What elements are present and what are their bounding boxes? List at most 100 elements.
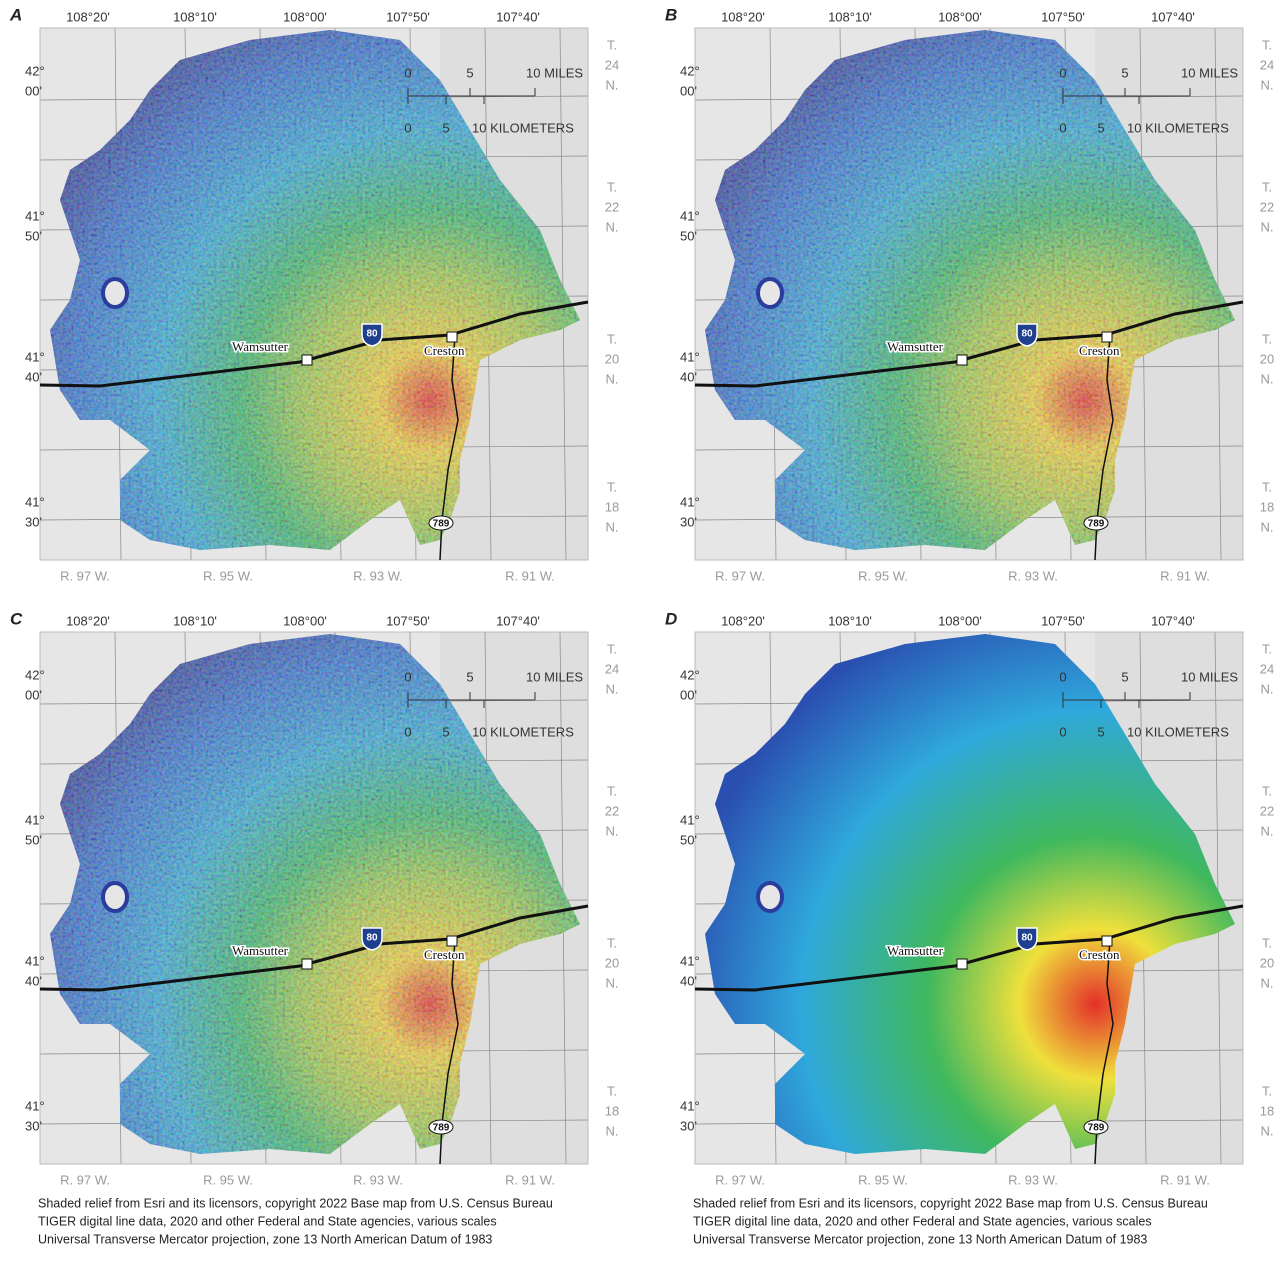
township-label: N. xyxy=(606,219,619,234)
latitude-label: 40' xyxy=(680,369,697,384)
scale-label: 10 MILES xyxy=(526,669,583,684)
town-label: Wamsutter xyxy=(232,943,289,958)
range-label: R. 93 W. xyxy=(353,568,403,583)
range-label: R. 91 W. xyxy=(1160,1172,1210,1187)
township-label: 24 xyxy=(1260,661,1274,676)
township-label: 18 xyxy=(605,1103,619,1118)
town-marker xyxy=(302,355,312,365)
township-label: T. xyxy=(607,935,617,950)
hole xyxy=(103,279,127,307)
range-label: R. 95 W. xyxy=(858,1172,908,1187)
longitude-label: 107°40' xyxy=(496,9,540,24)
town-label: Creston xyxy=(1079,343,1120,358)
range-label: R. 97 W. xyxy=(715,1172,765,1187)
township-label: 20 xyxy=(1260,351,1274,366)
town-label: Wamsutter xyxy=(232,339,289,354)
panel-letter: B xyxy=(665,5,677,24)
range-label: R. 91 W. xyxy=(505,1172,555,1187)
township-label: 20 xyxy=(605,955,619,970)
township-label: T. xyxy=(607,479,617,494)
latitude-label: 40' xyxy=(680,973,697,988)
scale-label: 10 MILES xyxy=(526,65,583,80)
township-label: 24 xyxy=(605,661,619,676)
township-label: T. xyxy=(1262,935,1272,950)
range-label: R. 93 W. xyxy=(1008,568,1058,583)
longitude-label: 108°10' xyxy=(173,613,217,628)
longitude-label: 107°40' xyxy=(1151,613,1195,628)
scale-label: 0 xyxy=(404,669,411,684)
latitude-label: 41° xyxy=(680,494,700,509)
township-label: T. xyxy=(1262,179,1272,194)
township-label: T. xyxy=(607,37,617,52)
township-label: 22 xyxy=(1260,803,1274,818)
credit-line: TIGER digital line data, 2020 and other … xyxy=(693,1214,1152,1228)
township-label: T. xyxy=(1262,1083,1272,1098)
township-label: N. xyxy=(606,975,619,990)
range-label: R. 91 W. xyxy=(1160,568,1210,583)
range-label: R. 95 W. xyxy=(203,1172,253,1187)
range-label: R. 95 W. xyxy=(203,568,253,583)
shield-label: 789 xyxy=(1088,519,1105,530)
town-label: Creston xyxy=(424,947,465,962)
township-label: N. xyxy=(1261,77,1274,92)
township-label: 18 xyxy=(1260,499,1274,514)
scale-label: 5 xyxy=(442,724,449,739)
township-label: 24 xyxy=(605,57,619,72)
longitude-label: 108°20' xyxy=(721,613,765,628)
shield-label: 789 xyxy=(433,519,450,530)
town-marker xyxy=(1102,332,1112,342)
township-label: N. xyxy=(606,371,619,386)
shield-label: 80 xyxy=(366,329,378,340)
latitude-label: 41° xyxy=(680,953,700,968)
latitude-label: 00' xyxy=(25,687,42,702)
town-marker xyxy=(447,936,457,946)
township-label: 24 xyxy=(1260,57,1274,72)
latitude-label: 41° xyxy=(680,1098,700,1113)
longitude-label: 108°10' xyxy=(828,613,872,628)
latitude-label: 41° xyxy=(25,1098,45,1113)
scale-label: 5 xyxy=(1097,120,1104,135)
scale-label: 10 MILES xyxy=(1181,669,1238,684)
scale-label: 10 KILOMETERS xyxy=(472,120,574,135)
latitude-label: 42° xyxy=(680,63,700,78)
map-panel: AWamsutterCreston807890510 MILES0510 KIL… xyxy=(9,5,619,583)
latitude-label: 41° xyxy=(25,349,45,364)
latitude-label: 30' xyxy=(25,514,42,529)
scale-label: 0 xyxy=(1059,120,1066,135)
latitude-label: 50' xyxy=(680,832,697,847)
scale-label: 0 xyxy=(1059,724,1066,739)
latitude-label: 41° xyxy=(25,494,45,509)
township-label: 22 xyxy=(605,199,619,214)
latitude-label: 42° xyxy=(25,667,45,682)
scale-label: 0 xyxy=(1059,65,1066,80)
hole xyxy=(758,883,782,911)
shield-label: 789 xyxy=(1088,1123,1105,1134)
longitude-label: 108°00' xyxy=(938,613,982,628)
latitude-label: 41° xyxy=(25,208,45,223)
township-label: N. xyxy=(1261,681,1274,696)
range-label: R. 95 W. xyxy=(858,568,908,583)
scale-label: 5 xyxy=(466,65,473,80)
map-panel: DWamsutterCreston807890510 MILES0510 KIL… xyxy=(665,609,1274,1246)
latitude-label: 50' xyxy=(680,228,697,243)
latitude-label: 42° xyxy=(680,667,700,682)
hole xyxy=(103,883,127,911)
range-label: R. 97 W. xyxy=(715,568,765,583)
range-label: R. 97 W. xyxy=(60,1172,110,1187)
longitude-label: 108°10' xyxy=(828,9,872,24)
hole xyxy=(758,279,782,307)
panel-letter: D xyxy=(665,609,677,628)
scale-label: 10 MILES xyxy=(1181,65,1238,80)
township-label: 20 xyxy=(605,351,619,366)
township-label: T. xyxy=(1262,37,1272,52)
longitude-label: 107°40' xyxy=(1151,9,1195,24)
credit-line: Shaded relief from Esri and its licensor… xyxy=(693,1196,1208,1210)
latitude-label: 30' xyxy=(680,1118,697,1133)
township-label: T. xyxy=(607,179,617,194)
township-label: T. xyxy=(607,1083,617,1098)
township-label: N. xyxy=(1261,219,1274,234)
latitude-label: 41° xyxy=(25,812,45,827)
latitude-label: 30' xyxy=(25,1118,42,1133)
longitude-label: 107°50' xyxy=(1041,613,1085,628)
township-label: T. xyxy=(1262,479,1272,494)
